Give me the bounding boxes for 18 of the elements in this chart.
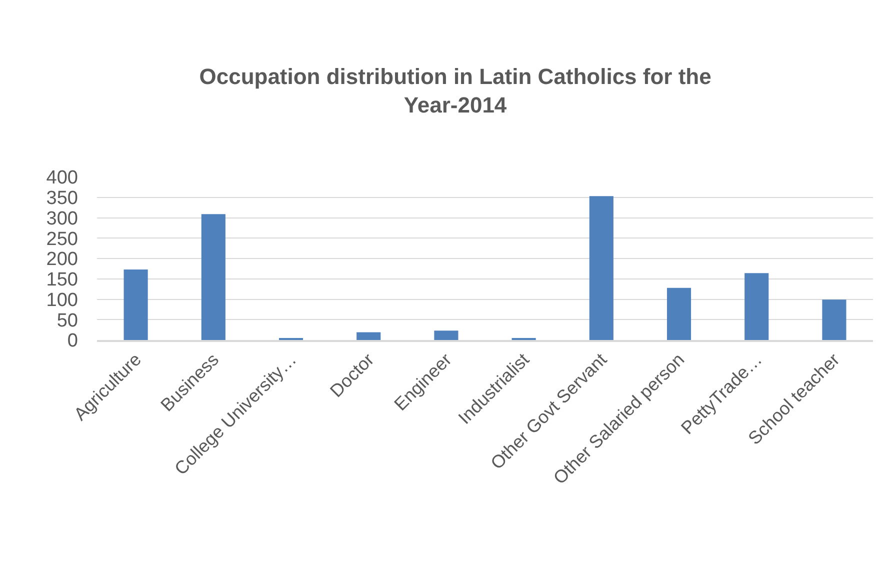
bar [666,288,692,340]
y-tick-label: 150 [46,270,78,291]
bar [744,273,769,340]
y-tick-label: 200 [46,249,78,270]
bar [356,332,381,340]
y-tick-label: 350 [46,188,78,210]
bar [434,330,458,340]
bar [201,214,226,340]
y-tick-label: 50 [56,310,78,332]
bar [822,300,846,340]
y-tick-label: 400 [46,168,78,189]
y-tick-label: 100 [46,290,78,311]
chart-title: Occupation distribution in Latin Catholics for the Year-2014 [199,64,712,118]
y-tick-label: 300 [46,208,78,230]
y-tick-label: 250 [46,228,78,250]
bar [589,196,614,340]
y-tick-label: 0 [67,330,78,352]
bar [124,270,148,340]
